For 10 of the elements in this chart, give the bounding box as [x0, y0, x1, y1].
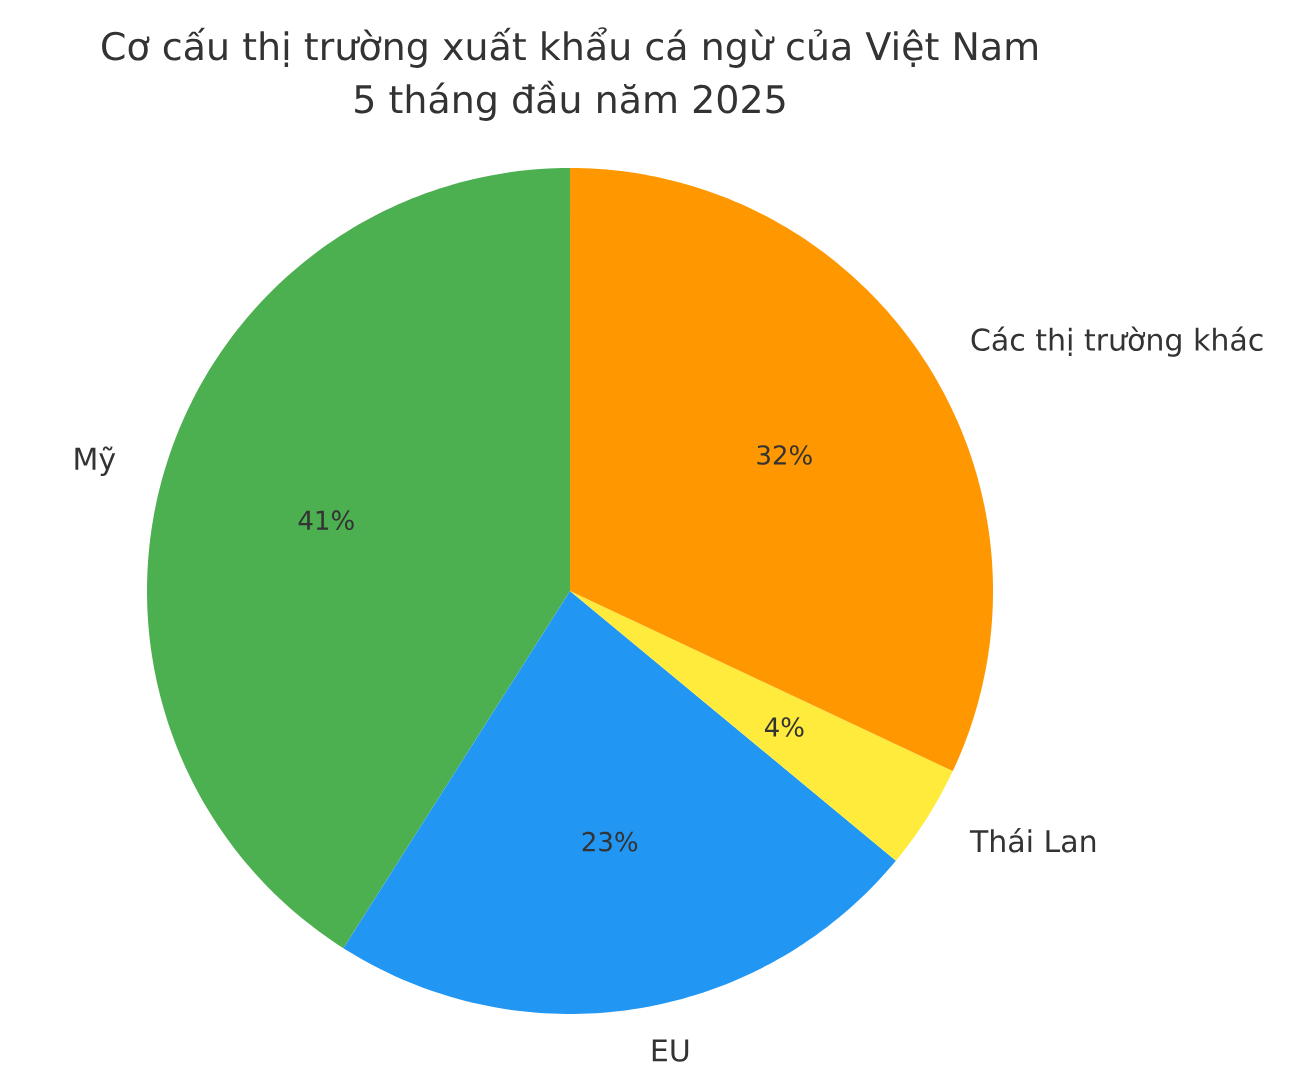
slice-label: Thái Lan	[969, 828, 1096, 853]
data-label: 4%	[764, 717, 804, 737]
slice-label: EU	[652, 1039, 689, 1062]
data-label: 41%	[298, 510, 354, 531]
slice-label: Các thị trường khác	[971, 326, 1263, 357]
chart-title: Cơ cấu thị trường xuất khẩu cá ngừ của Việt Nam	[102, 27, 1037, 68]
slice-label: Mỹ	[75, 446, 116, 476]
chart-subtitle: 5 tháng đầu năm 2025	[355, 80, 785, 121]
data-label: 32%	[757, 445, 812, 465]
data-label: 23%	[582, 831, 638, 852]
